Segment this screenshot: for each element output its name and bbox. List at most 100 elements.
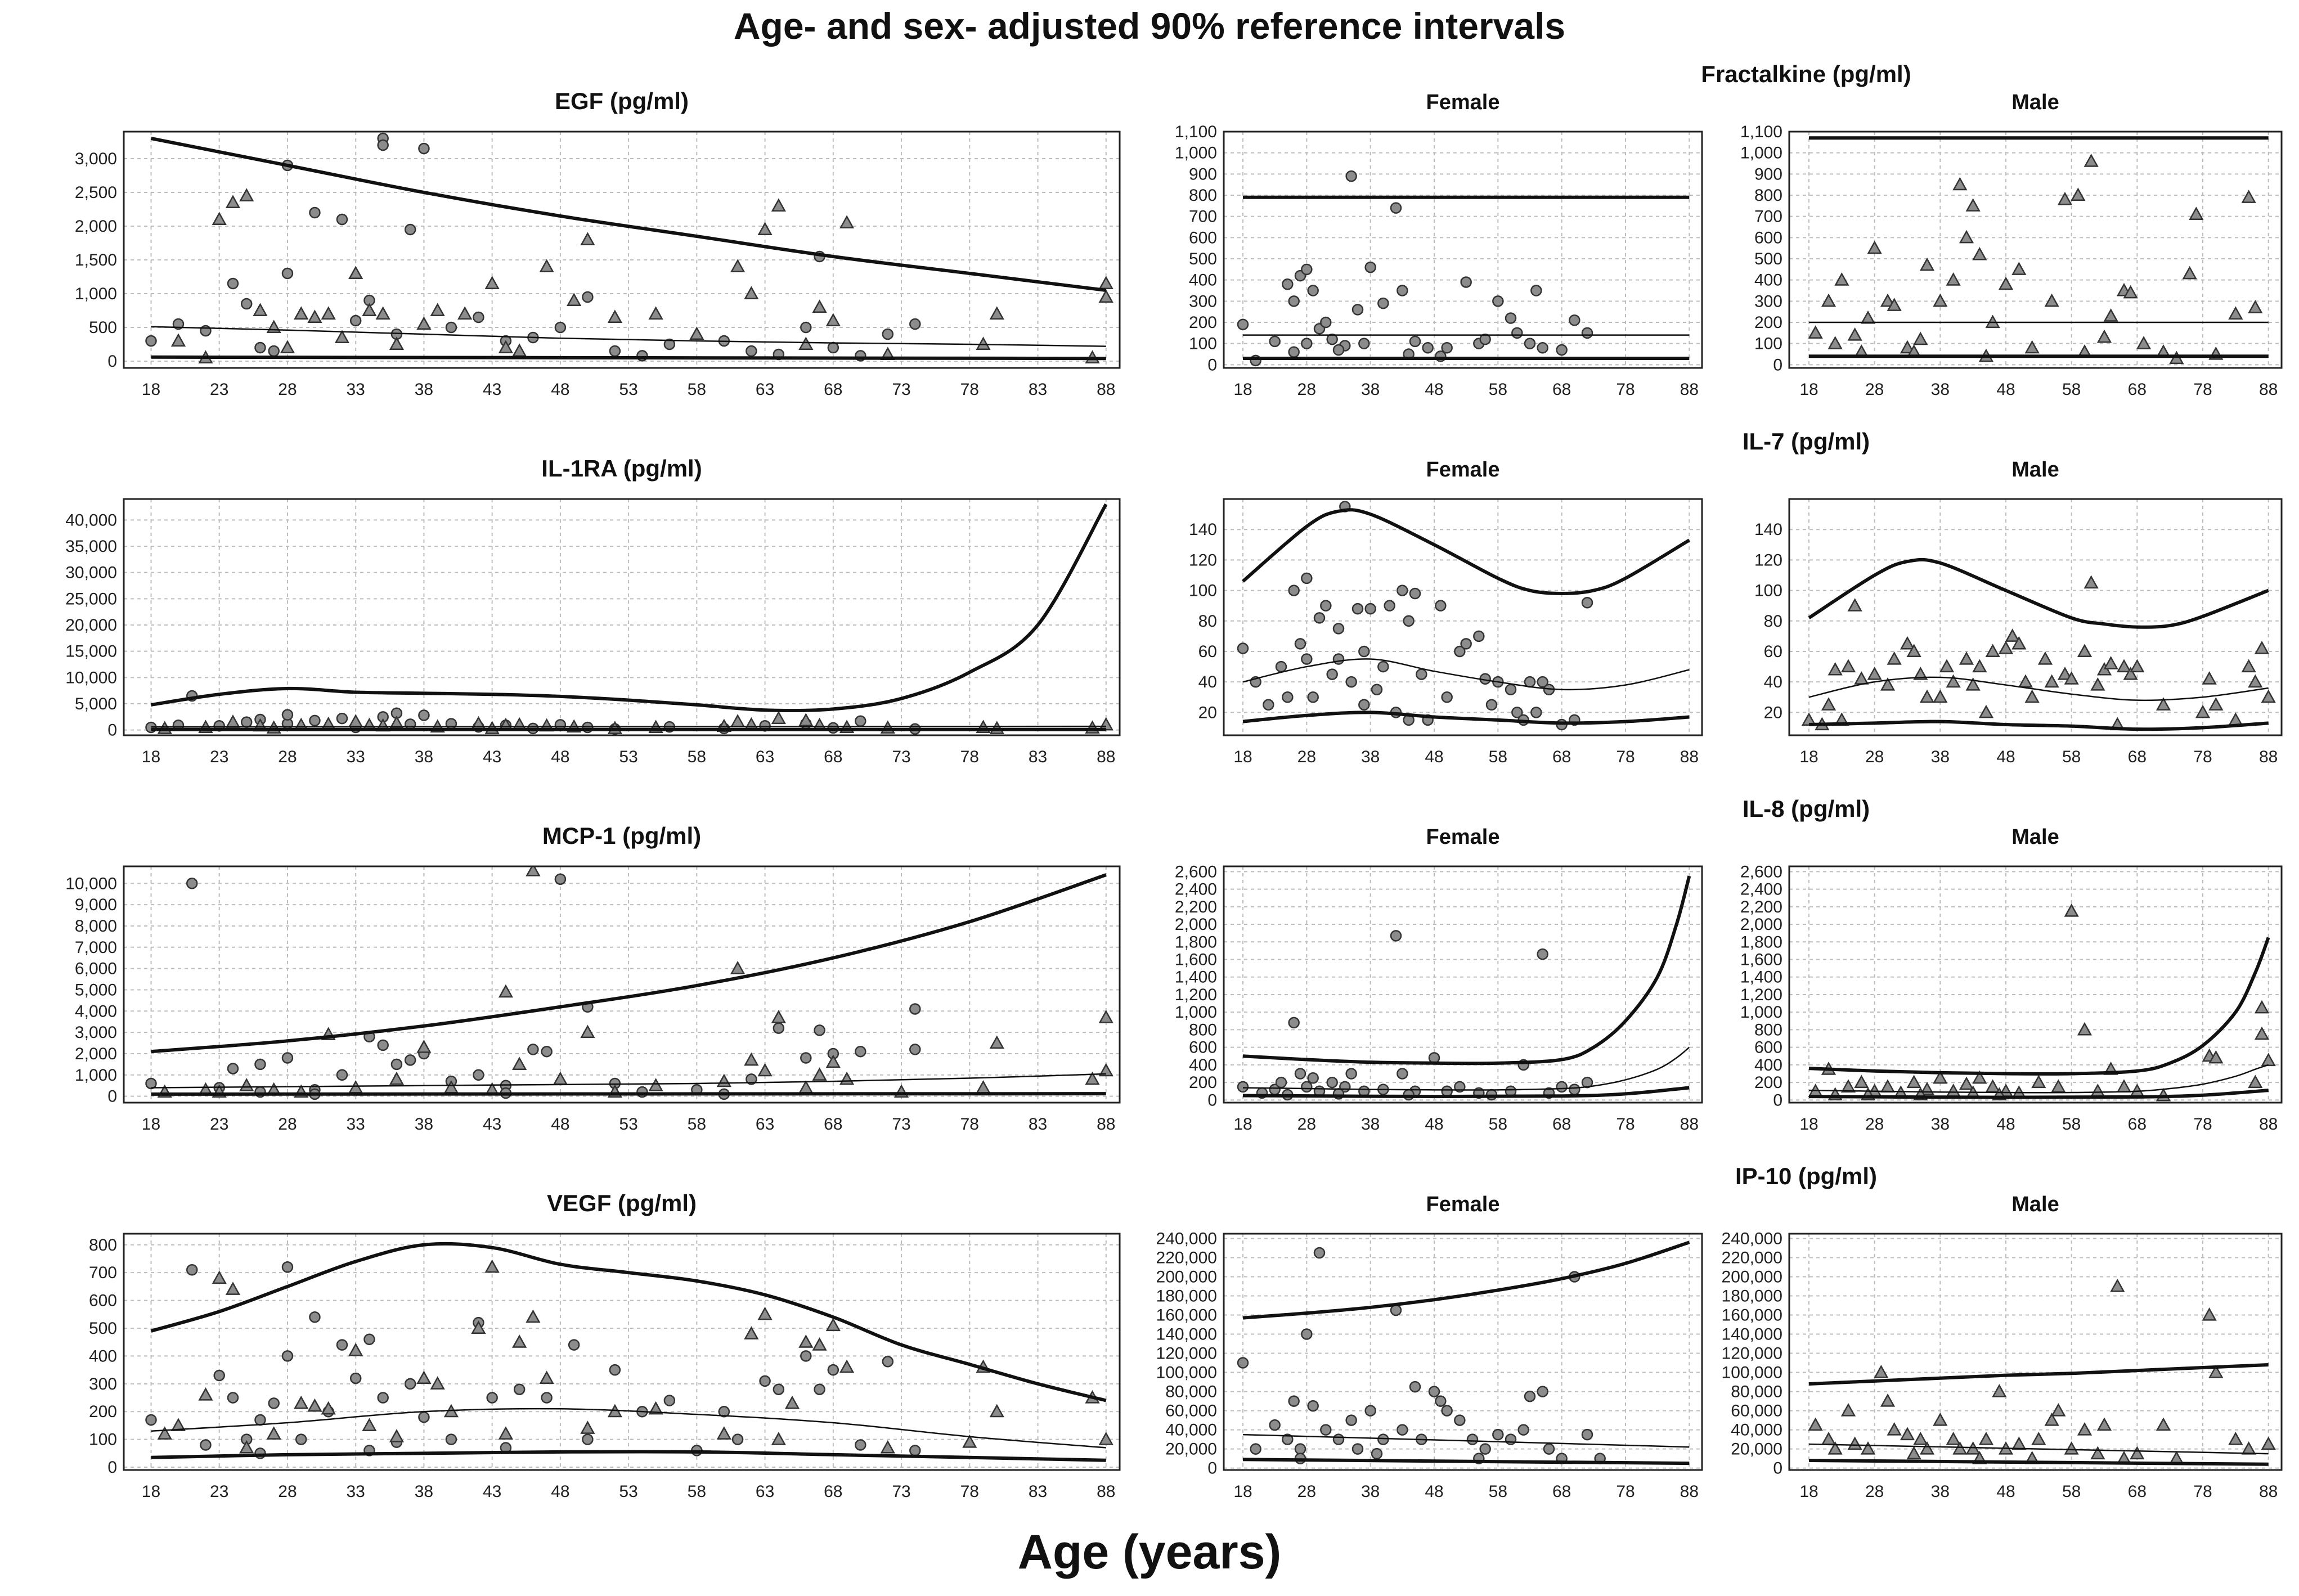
data-point-triangle: [2011, 262, 2027, 275]
data-layer: [145, 866, 1113, 1100]
data-point-triangle: [1933, 1070, 1948, 1084]
data-point-circle: [1345, 1068, 1357, 1080]
x-tick-label: 38: [1361, 1482, 1380, 1501]
y-tick-label: 80: [1198, 612, 1217, 631]
y-tick-label: 5,000: [75, 981, 117, 999]
y-tick-label: 600: [1754, 228, 1782, 247]
x-tick-label: 18: [142, 1482, 160, 1501]
data-point-triangle: [512, 1334, 527, 1348]
y-tick-label: 40: [1198, 673, 1217, 691]
data-point-triangle: [1972, 659, 1987, 673]
data-point-circle: [336, 1339, 348, 1351]
x-tick-label: 68: [2128, 1115, 2147, 1134]
data-point-circle: [1345, 1414, 1357, 1426]
x-tick-label: 88: [1680, 1482, 1699, 1501]
data-point-circle: [1288, 585, 1300, 596]
data-point-triangle: [2241, 1441, 2256, 1455]
data-point-triangle: [730, 714, 746, 727]
y-tick-label: 200: [1754, 1073, 1782, 1092]
x-tick-label: 48: [1996, 748, 2015, 766]
y-tick-label: 400: [89, 1347, 117, 1365]
data-point-triangle: [1952, 1441, 1968, 1455]
data-point-circle: [746, 345, 757, 357]
x-tick-label: 88: [1097, 748, 1115, 766]
data-point-triangle: [1946, 674, 1961, 688]
data-point-circle: [1358, 699, 1370, 711]
y-tick-label: 240,000: [1156, 1230, 1217, 1248]
y-tick-label: 1,400: [1175, 968, 1217, 987]
x-tick-label: 28: [278, 1115, 297, 1134]
data-point-triangle: [1867, 667, 1882, 680]
y-tick-label: 1,600: [1740, 951, 1782, 969]
x-tick-label: 53: [619, 748, 637, 766]
y-tick-label: 5,000: [75, 695, 117, 713]
data-point-triangle: [198, 1387, 213, 1401]
data-layer: [1808, 903, 2276, 1102]
data-point-triangle: [170, 333, 186, 347]
reference-curve-lower: [1242, 1458, 1690, 1465]
data-point-triangle: [1919, 257, 1935, 271]
x-tick-label: 58: [1489, 380, 1507, 399]
x-tick-label: 78: [1616, 1115, 1635, 1134]
y-tick-label: 180,000: [1722, 1287, 1782, 1306]
y-tick-label: 0: [1207, 1459, 1217, 1478]
x-tick-label: 28: [1297, 1115, 1316, 1134]
data-point-triangle: [416, 1370, 432, 1384]
data-point-circle: [663, 338, 676, 350]
data-point-triangle: [744, 1052, 759, 1066]
data-point-circle: [1377, 660, 1389, 673]
data-point-triangle: [757, 222, 773, 236]
data-point-triangle: [430, 303, 445, 317]
x-tick-label: 18: [1233, 748, 1252, 766]
x-tick-label: 88: [1680, 748, 1699, 766]
data-point-triangle: [1808, 1417, 1823, 1431]
data-point-triangle: [2064, 1441, 2079, 1455]
y-tick-label: 200: [1189, 313, 1217, 332]
panel-label: Female: [1426, 458, 1500, 482]
data-point-circle: [186, 878, 198, 889]
data-point-triangle: [2189, 206, 2204, 220]
data-point-triangle: [2051, 1403, 2066, 1417]
plot-panel-il7-female: 18 28 38 48 58 68 78 88 20 40 60 80 100 120 140 Female: [1189, 458, 1703, 766]
data-point-triangle: [389, 1071, 405, 1085]
y-tick-label: 800: [1754, 1020, 1782, 1039]
x-tick-label: 48: [1425, 1115, 1443, 1134]
y-tick-label: 240,000: [1722, 1230, 1782, 1248]
y-tick-label: 0: [107, 352, 117, 371]
y-tick-label: 1,100: [1175, 123, 1217, 141]
y-tick-label: 200,000: [1156, 1268, 1217, 1287]
y-tick-label: 80,000: [1731, 1383, 1782, 1401]
y-tick-label: 0: [1773, 356, 1782, 374]
data-point-circle: [1301, 572, 1313, 585]
data-point-triangle: [526, 1309, 541, 1323]
y-tick-label: 20,000: [65, 616, 117, 635]
data-point-circle: [1537, 1386, 1548, 1397]
data-point-circle: [541, 1045, 553, 1058]
data-point-triangle: [2064, 903, 2079, 917]
reference-curve-median: [1242, 658, 1690, 691]
data-point-triangle: [2136, 336, 2152, 349]
x-tick-label: 68: [2128, 748, 2147, 766]
data-point-circle: [909, 1445, 921, 1456]
data-point-circle: [1511, 707, 1523, 718]
y-tick-label: 9,000: [75, 896, 117, 914]
data-point-triangle: [812, 299, 827, 313]
data-point-circle: [1332, 344, 1345, 356]
data-point-triangle: [1978, 1432, 1994, 1445]
data-point-triangle: [2202, 671, 2217, 685]
y-tick-label: 140: [1189, 520, 1217, 539]
data-point-triangle: [539, 259, 554, 273]
data-layer: [1237, 1240, 1690, 1465]
reference-curve-lower: [1808, 720, 2269, 731]
x-tick-label: 88: [2259, 1115, 2278, 1134]
data-point-triangle: [1965, 198, 1981, 212]
data-point-triangle: [457, 306, 473, 320]
data-point-triangle: [1834, 272, 1849, 286]
data-point-triangle: [771, 711, 786, 725]
data-point-circle: [227, 1392, 239, 1404]
y-tick-label: 2,400: [1740, 880, 1782, 899]
data-point-triangle: [1847, 327, 1862, 341]
data-point-triangle: [321, 716, 336, 730]
y-tick-label: 35,000: [65, 537, 117, 556]
y-tick-label: 2,000: [75, 1045, 117, 1063]
